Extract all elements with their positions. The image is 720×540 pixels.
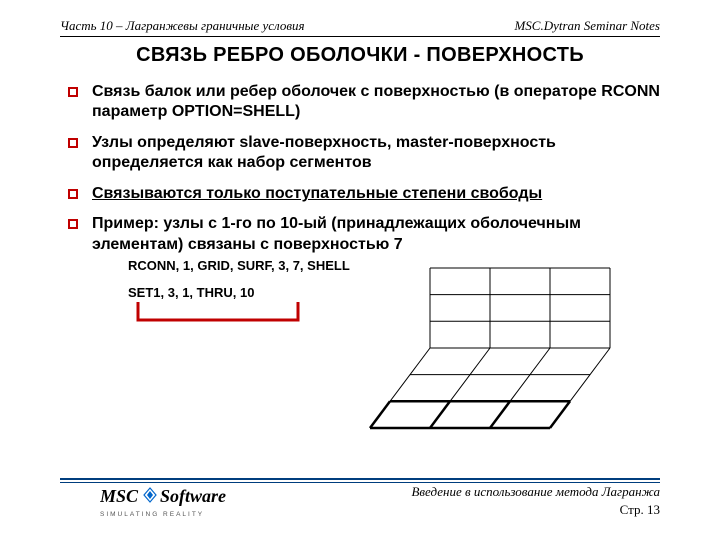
header-right: MSC.Dytran Seminar Notes [514, 18, 660, 34]
bullet-list: Связь балок или ребер оболочек с поверхн… [68, 82, 660, 265]
logo-tagline: SIMULATING REALITY [100, 511, 204, 518]
slide: Часть 10 – Лагранжевы граничные условия … [0, 0, 720, 540]
bullet-item: Связь балок или ребер оболочек с поверхн… [68, 82, 660, 123]
msc-software-logo: MSC Software SIMULATING REALITY [100, 486, 250, 520]
footer-text: Введение в использование метода Лагранжа [411, 484, 660, 500]
bullet-text: Пример: узлы с 1-го по 10-ый (принадлежа… [92, 214, 660, 255]
bullet-icon [68, 87, 78, 97]
code-line: RCONN, 1, GRID, SURF, 3, 7, SHELL [128, 258, 350, 273]
bullet-text: Связываются только поступательные степен… [92, 184, 660, 204]
bullet-icon [68, 138, 78, 148]
shell-surface-diagram [350, 258, 630, 458]
code-line: SET1, 3, 1, THRU, 10 [128, 285, 350, 300]
bullet-item: Связываются только поступательные степен… [68, 184, 660, 204]
bullet-icon [68, 219, 78, 229]
bullet-text: Узлы определяют slave-поверхность, maste… [92, 133, 660, 174]
callout-bracket-icon [128, 302, 308, 328]
slide-title: СВЯЗЬ РЕБРО ОБОЛОЧКИ - ПОВЕРХНОСТЬ [0, 44, 720, 67]
logo-text-msc: MSC [100, 486, 139, 506]
logo-text-software: Software [160, 486, 226, 506]
footer-divider [60, 478, 660, 480]
page-number: Стр. 13 [620, 502, 660, 518]
header-left: Часть 10 – Лагранжевы граничные условия [60, 18, 305, 34]
bullet-item: Узлы определяют slave-поверхность, maste… [68, 133, 660, 174]
bullet-icon [68, 189, 78, 199]
bullet-text: Связь балок или ребер оболочек с поверхн… [92, 82, 660, 123]
bullet-item: Пример: узлы с 1-го по 10-ый (принадлежа… [68, 214, 660, 255]
slide-header: Часть 10 – Лагранжевы граничные условия … [60, 18, 660, 37]
